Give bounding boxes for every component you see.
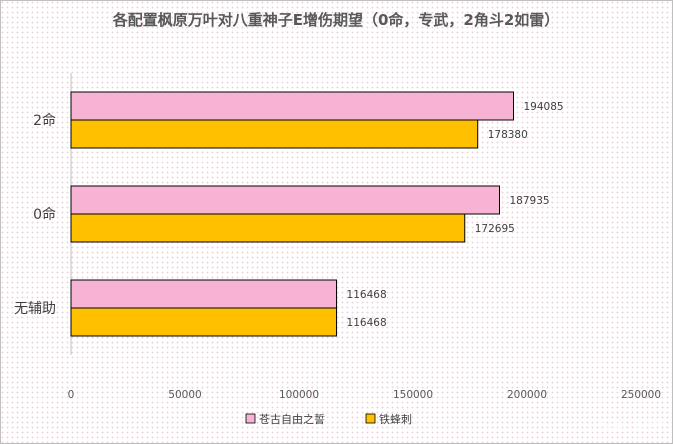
bar	[70, 91, 515, 121]
x-tick-label: 150000	[393, 389, 433, 401]
watermark: 米游社@许悠	[600, 419, 666, 433]
data-label: 194085	[524, 101, 564, 113]
x-tick-label: 0	[68, 389, 75, 401]
legend: 苍古自由之誓 铁蜂刺	[245, 412, 412, 426]
bar	[70, 279, 338, 309]
category-label: 0命	[33, 206, 56, 223]
legend-label: 铁蜂刺	[379, 412, 412, 426]
category-label: 2命	[33, 112, 56, 129]
chart-title: 各配置枫原万叶对八重神子E增伤期望（0命，专武，2角斗2如雷）	[112, 11, 560, 29]
legend-swatch	[245, 413, 256, 424]
bar	[70, 119, 479, 149]
legend-swatch	[365, 413, 376, 424]
bar	[70, 307, 338, 337]
category-label: 无辅助	[14, 301, 56, 317]
data-label: 187935	[509, 195, 549, 207]
x-tick-label: 50000	[168, 389, 201, 401]
bar	[70, 213, 466, 243]
x-tick-labels: 0 50000 100000 150000 200000 250000	[68, 389, 661, 401]
x-tick-label: 250000	[621, 389, 661, 401]
x-tick-label: 100000	[279, 389, 319, 401]
legend-label: 苍古自由之誓	[259, 412, 325, 426]
bars-group: 194085 178380 187935 172695 116468 116468	[70, 91, 564, 337]
bar	[70, 185, 500, 215]
x-tick-label: 200000	[507, 389, 547, 401]
data-label: 178380	[488, 129, 528, 141]
data-label: 116468	[347, 317, 387, 329]
data-label: 172695	[475, 223, 515, 235]
data-label: 116468	[347, 289, 387, 301]
